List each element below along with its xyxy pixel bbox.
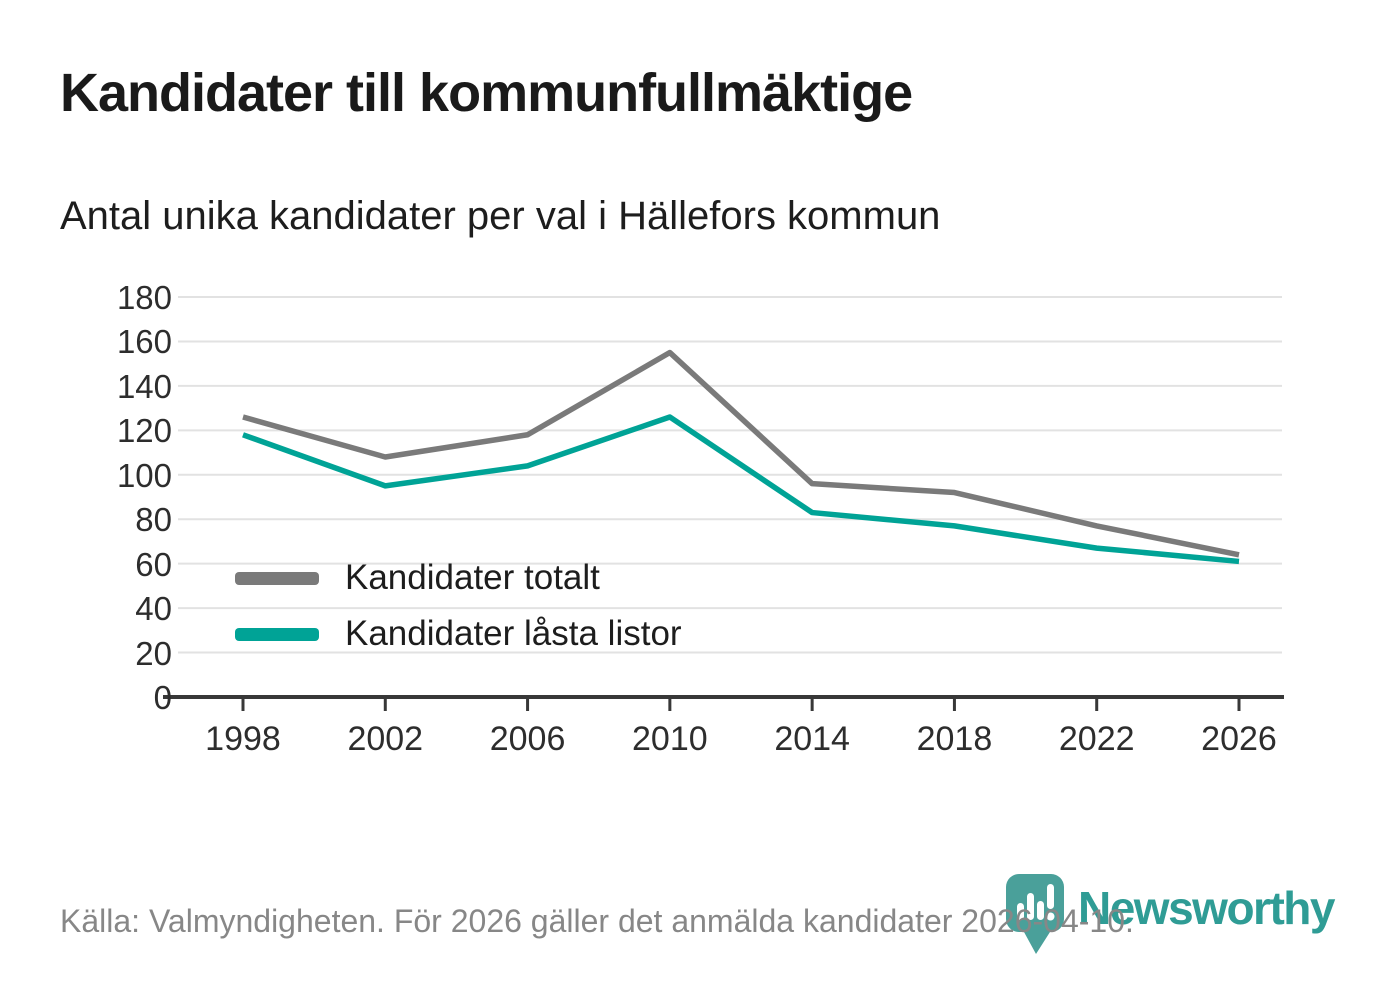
x-axis-tick-label-2006: 2006 <box>489 720 566 758</box>
newsworthy-pin-barchart-icon <box>1006 874 1064 954</box>
chart-legend: Kandidater totalt Kandidater låsta listo… <box>235 550 682 662</box>
newsworthy-wordmark: Newsworthy <box>1078 882 1335 934</box>
y-axis-tick-label-0: 0 <box>153 679 172 716</box>
newsworthy-logo: Newsworthy <box>1006 874 1335 962</box>
legend-swatch-lasta-listor <box>235 627 319 641</box>
x-axis-tick-label-2022: 2022 <box>1058 720 1135 758</box>
x-axis-tick-label-2010: 2010 <box>632 720 708 758</box>
x-axis-tick-label-1998: 1998 <box>205 720 281 758</box>
y-axis-tick-label-140: 140 <box>116 367 172 405</box>
y-axis-tick-label-120: 120 <box>116 412 172 450</box>
y-axis-tick-label-180: 180 <box>116 279 172 316</box>
legend-swatch-totalt <box>235 571 319 585</box>
series-line-kandidater-l-sta-listor <box>242 414 1240 565</box>
y-axis-tick-label-60: 60 <box>135 545 172 583</box>
legend-item-lasta-listor: Kandidater låsta listor <box>235 606 682 662</box>
x-axis-tick-label-2002: 2002 <box>347 720 424 758</box>
x-axis-tick-label-2018: 2018 <box>916 720 993 758</box>
legend-label-totalt: Kandidater totalt <box>345 558 600 597</box>
legend-item-totalt: Kandidater totalt <box>235 550 682 606</box>
legend-label-lasta-listor: Kandidater låsta listor <box>345 614 682 653</box>
y-axis-tick-label-20: 20 <box>135 634 172 672</box>
chart-subtitle: Antal unika kandidater per val i Hällefo… <box>60 194 941 238</box>
y-axis-tick-label-80: 80 <box>135 501 172 539</box>
page-title: Kandidater till kommunfullmäktige <box>60 63 913 123</box>
source-caption: Källa: Valmyndigheten. För 2026 gäller d… <box>60 903 1134 939</box>
y-axis-tick-label-100: 100 <box>116 456 172 494</box>
x-axis-tick-label-2014: 2014 <box>774 720 850 758</box>
y-axis-tick-label-40: 40 <box>135 590 172 628</box>
y-axis-tick-label-160: 160 <box>116 323 172 361</box>
series-line-kandidater-totalt <box>242 349 1240 558</box>
x-axis-tick-label-2026: 2026 <box>1201 720 1277 758</box>
